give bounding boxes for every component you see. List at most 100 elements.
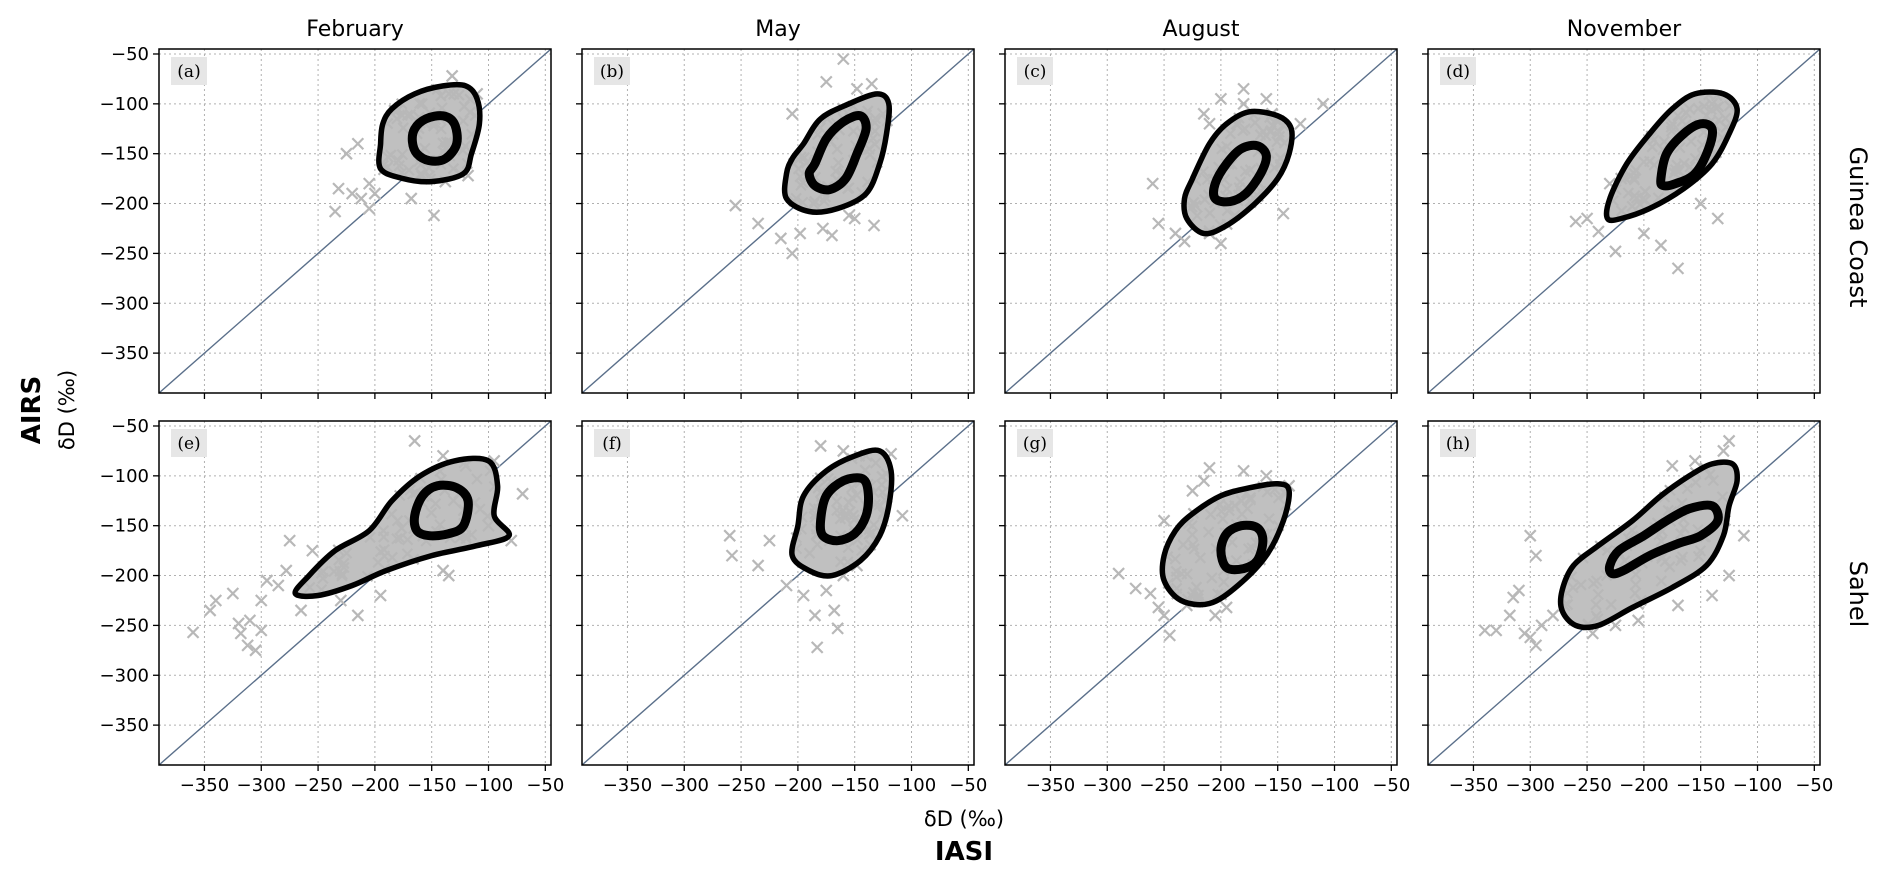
density-point: [832, 156, 845, 169]
scatter-point: [816, 222, 830, 235]
density-point: [1189, 200, 1202, 212]
scatter-point: [725, 549, 739, 562]
one-to-one-line: [582, 49, 974, 393]
outer-contour: [376, 81, 483, 185]
scatter-point: [328, 205, 342, 218]
scatter-point: [1546, 609, 1560, 622]
outer-contour: [781, 91, 893, 215]
density-point: [863, 143, 875, 155]
panel-c: (c): [999, 48, 1398, 399]
scatter-point: [1529, 549, 1543, 562]
inner-contour: [409, 480, 473, 541]
scatter-point: [1197, 474, 1211, 488]
density-point: [391, 532, 403, 545]
scatter-point: [837, 444, 850, 458]
plot-area: [159, 49, 551, 393]
scatter-point: [1694, 197, 1707, 210]
density-point: [377, 531, 390, 543]
density-point: [792, 163, 805, 175]
density-point: [1218, 576, 1230, 588]
scatter-point: [354, 192, 368, 205]
y-axis-title: AIRS: [17, 376, 47, 445]
density-point: [845, 481, 858, 494]
x-tick-label: −100: [464, 775, 513, 796]
density-point: [1587, 577, 1600, 590]
density-point: [403, 164, 415, 176]
density-point: [868, 519, 880, 531]
density-point: [1561, 598, 1574, 611]
scatter-point: [351, 137, 365, 151]
scatter-point: [1737, 529, 1751, 542]
row-title-guinea-coast: Guinea Coast: [1844, 147, 1872, 308]
density-point: [1676, 115, 1689, 127]
density-point: [1235, 495, 1248, 507]
one-to-one-line: [1428, 49, 1820, 393]
column-title-august: August: [1163, 17, 1240, 42]
density-point: [396, 148, 409, 161]
x-axis-unit-label: δD (‰): [924, 807, 1004, 831]
density-point: [1204, 508, 1217, 521]
scatter-point: [763, 534, 776, 547]
density-point: [1628, 189, 1641, 202]
x-tick-label: −250: [716, 775, 765, 796]
density-point: [1226, 536, 1238, 548]
scatter-point: [404, 192, 418, 205]
scatter-point: [837, 52, 850, 66]
panel-tag-label: (f): [602, 434, 622, 454]
grid-lines: [582, 421, 974, 765]
density-point: [1203, 207, 1216, 219]
density-point: [1170, 571, 1183, 583]
scatter-point: [1260, 469, 1273, 483]
scatter-point: [279, 564, 293, 577]
scatter-point: [751, 559, 765, 572]
y-tick-label: −300: [100, 293, 149, 314]
scatter-point: [1535, 619, 1548, 632]
density-point: [1190, 581, 1203, 593]
axes-frame: [158, 420, 552, 766]
scatter-point: [1277, 207, 1290, 220]
density-point: [1675, 554, 1687, 567]
outer-contour: [1159, 480, 1293, 608]
panel-tag-label: (e): [177, 434, 200, 454]
scatter-point: [283, 534, 296, 547]
density-point: [416, 97, 428, 110]
scatter-point: [1237, 82, 1250, 96]
scatter-point: [723, 529, 736, 542]
scatter-point: [427, 209, 441, 222]
scatter-point: [226, 587, 240, 600]
scatter-point: [785, 107, 799, 121]
grid-lines: [159, 421, 551, 765]
plot-area: [582, 49, 974, 393]
density-point: [394, 532, 406, 544]
density-point: [1605, 598, 1617, 611]
scatter-point: [1671, 599, 1685, 612]
density-point: [1626, 200, 1638, 213]
scatter-point: [1654, 239, 1668, 252]
scatter-point: [1705, 589, 1719, 602]
panel-tag-background: [1440, 57, 1476, 85]
scatter-point: [785, 247, 799, 260]
density-point: [1704, 468, 1716, 481]
column-title-november: November: [1567, 17, 1682, 42]
density-point: [1655, 575, 1668, 587]
density-point: [1648, 159, 1661, 171]
density-point: [1224, 127, 1237, 140]
density-point: [843, 496, 855, 509]
density-point: [447, 494, 460, 507]
density-point: [807, 198, 820, 210]
grid-lines: [1428, 49, 1820, 393]
scatter-point: [1722, 434, 1736, 448]
y-axis-unit-label: δD (‰): [55, 370, 79, 450]
density-point: [303, 581, 316, 594]
density-point: [1692, 102, 1704, 115]
x-tick-label: −350: [1026, 775, 1075, 796]
scatter-point: [1711, 212, 1725, 225]
density-point: [1177, 539, 1189, 551]
inner-contour: [804, 111, 871, 195]
density-point: [434, 90, 447, 102]
outer-contour: [1603, 89, 1740, 224]
density-point: [1669, 163, 1682, 176]
panel-g: −350 −300 −250 −200 −150 −100 −50 (g): [999, 420, 1410, 796]
density-point: [1663, 561, 1676, 573]
scatter-point: [1631, 614, 1645, 627]
